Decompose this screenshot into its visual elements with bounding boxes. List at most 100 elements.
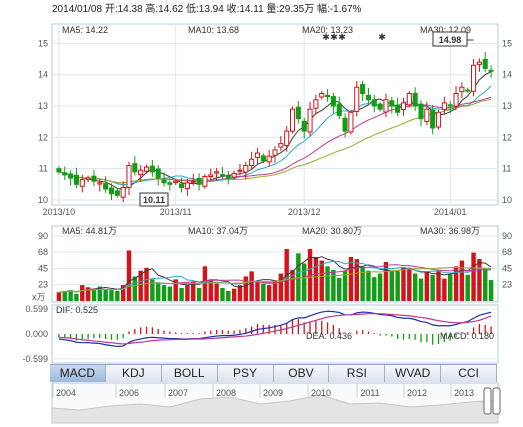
price-y-tick-label-left: 10: [38, 195, 48, 205]
timeline-labels: 2004 2006 2007 2008 2009 2010 2011 2012 2013: [52, 383, 474, 398]
volume-bar: [196, 288, 202, 301]
volume-ma-lines: [58, 256, 492, 293]
volume-bar: [436, 270, 441, 301]
event-marker-icon: ✱: [338, 32, 346, 42]
candle-body: [237, 169, 243, 172]
macd-dea-label: DEA: 0.436: [306, 331, 352, 341]
candle-body: [476, 61, 482, 65]
volume-y-tick-label-left: 90: [38, 231, 48, 241]
candle-body: [272, 149, 278, 156]
macd-dea-line: [58, 313, 492, 345]
candle-body: [126, 165, 132, 188]
timeline-range-right-handle[interactable]: [492, 387, 501, 415]
price-y-tick-label-left: 13: [38, 101, 48, 111]
candle-body: [424, 108, 430, 122]
tab-kdj[interactable]: KDJ: [105, 365, 162, 382]
candle-body: [289, 108, 296, 132]
volume-bar: [337, 277, 342, 301]
timeline-year-label: 2009: [263, 388, 283, 398]
tab-macd[interactable]: MACD: [50, 365, 106, 382]
macd-lines: [58, 310, 492, 348]
high-callout-label: 14.98: [439, 35, 462, 45]
macd-dif-line: [58, 310, 492, 348]
volume-bar: [389, 270, 395, 301]
volume-bar: [290, 269, 295, 301]
timeline-overview-area: [51, 394, 499, 424]
price-y-tick-label-right: 11: [502, 164, 511, 174]
volume-bar: [424, 271, 430, 301]
candle-body: [62, 172, 68, 176]
candle-body: [103, 183, 109, 190]
price-x-tick-label: 2014/01: [434, 207, 467, 217]
price-y-tick-label-left: 11: [39, 164, 48, 174]
volume-bar: [62, 290, 67, 301]
volume-bar: [477, 259, 482, 301]
tab-cci[interactable]: CCI: [441, 365, 497, 382]
volume-bar: [109, 290, 114, 301]
candle-body: [68, 173, 74, 179]
candle-body: [395, 104, 401, 113]
volume-bar: [226, 290, 231, 301]
volume-bar: [115, 290, 120, 301]
candle-body: [149, 165, 155, 173]
low-callout-box: [139, 192, 169, 207]
candle-body: [79, 179, 85, 187]
candle-body: [196, 177, 202, 185]
candle-body: [214, 171, 220, 174]
volume-bar: [272, 281, 278, 301]
volume-bar: [173, 279, 178, 301]
volume-y-axis: 90 90 68 68 45 45 23 23: [38, 231, 512, 289]
volume-bar: [185, 285, 190, 301]
candle-body: [319, 93, 325, 98]
volume-bar: [85, 287, 91, 301]
volume-bar: [301, 263, 307, 301]
volume-bar: [266, 285, 272, 301]
volume-bar: [459, 260, 465, 301]
macd-histogram: [58, 319, 492, 345]
volume-bar: [161, 285, 167, 301]
tab-boll[interactable]: BOLL: [161, 365, 218, 382]
volume-bar: [80, 285, 85, 301]
candle-body: [301, 120, 307, 132]
volume-bar: [447, 274, 453, 301]
macd-y-tick-label: -0.599: [22, 354, 48, 364]
volume-bar: [243, 276, 249, 301]
price-x-tick-label: 2013/10: [43, 207, 76, 217]
price-y-tick-label-left: 12: [38, 132, 48, 142]
volume-bar: [103, 289, 108, 301]
candle-body: [73, 174, 79, 185]
volume-bar: [483, 268, 488, 301]
volume-y-tick-label-right: 45: [502, 264, 512, 274]
volume-bar: [237, 285, 243, 301]
volume-bar: [132, 276, 138, 301]
timeline-range-left-handle[interactable]: [483, 387, 492, 415]
candle-body: [383, 99, 389, 113]
timeline-year-label: 2008: [216, 388, 236, 398]
price-y-tick-label-right: 14: [502, 70, 512, 80]
candle-body: [260, 155, 266, 162]
candle-body: [231, 172, 237, 178]
volume-bar: [412, 273, 418, 301]
tab-obv[interactable]: OBV: [273, 365, 330, 382]
price-y-tick-label-right: 13: [502, 101, 512, 111]
volume-bars: [56, 249, 494, 301]
tab-rsi[interactable]: RSI: [329, 365, 386, 382]
candle-body: [243, 165, 249, 173]
candle-body: [389, 100, 395, 107]
price-grid: [52, 24, 498, 205]
timeline-year-label: 2013: [454, 388, 474, 398]
tab-wvad[interactable]: WVAD: [385, 365, 442, 382]
volume-bar: [155, 282, 161, 301]
volume-bar: [150, 279, 155, 301]
candle-body: [114, 190, 120, 196]
timeline-year-label: 2010: [311, 388, 331, 398]
candle-body: [330, 96, 336, 107]
price-x-tick-label: 2013/12: [288, 207, 321, 217]
candle-body: [249, 158, 255, 167]
candle-body: [91, 175, 97, 182]
candle-body: [325, 94, 331, 98]
tab-psy[interactable]: PSY: [217, 365, 274, 382]
candle-body: [371, 99, 377, 107]
volume-bar: [488, 280, 494, 301]
